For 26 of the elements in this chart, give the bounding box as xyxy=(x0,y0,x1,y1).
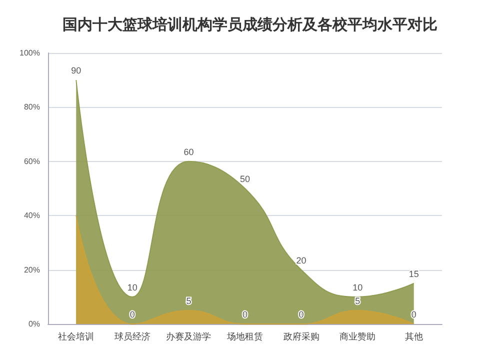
y-tick-label: 0% xyxy=(28,320,40,328)
data-label: 0 xyxy=(130,310,135,320)
data-label: 0 xyxy=(298,310,304,320)
x-tick-label: 社会培训 xyxy=(58,332,94,342)
data-label: 5 xyxy=(355,296,360,306)
x-tick-label: 球员经济 xyxy=(114,332,150,342)
data-label: 10 xyxy=(352,282,363,292)
data-label: 60 xyxy=(184,146,194,157)
data-label: 90 xyxy=(71,66,82,76)
y-tick-label: 80% xyxy=(24,102,40,112)
y-tick-label: 100% xyxy=(20,48,40,58)
x-tick-label: 商业赞助 xyxy=(340,332,376,342)
x-tick-label: 政府采购 xyxy=(283,332,320,342)
x-tick-label: 办赛及游学 xyxy=(166,332,212,342)
y-tick-label: 40% xyxy=(24,211,40,220)
data-label: 50 xyxy=(240,174,250,184)
data-label: 15 xyxy=(408,268,419,279)
data-label: 20 xyxy=(296,255,306,266)
y-tick-label: 60% xyxy=(24,156,40,166)
y-tick-label: 20% xyxy=(24,265,40,274)
data-label: 5 xyxy=(186,296,192,306)
x-tick-label: 其他 xyxy=(404,332,423,342)
data-label: 0 xyxy=(242,310,248,320)
x-tick-label: 场地租赁 xyxy=(226,332,263,342)
data-label: 10 xyxy=(127,282,138,292)
chart-title: 国内十大篮球培训机构学员成绩分析及各校平均水平对比 xyxy=(62,16,438,34)
